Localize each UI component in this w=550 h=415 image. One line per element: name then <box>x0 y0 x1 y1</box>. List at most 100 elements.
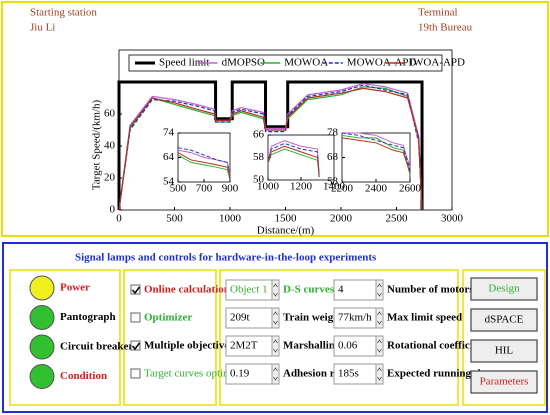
option-label[interactable]: Optimizer <box>144 312 192 324</box>
x-tick-label: 900 <box>222 183 239 195</box>
x-tick-label: 500 <box>170 183 187 195</box>
spinner[interactable] <box>375 307 384 329</box>
input-value[interactable]: 2M2T <box>230 340 258 352</box>
button[interactable] <box>470 308 538 332</box>
x-tick-label: 1000 <box>219 213 242 225</box>
control-panel <box>2 242 548 413</box>
series-line <box>117 80 424 210</box>
start-name: Jiu Li <box>30 22 55 34</box>
checkbox[interactable] <box>130 368 141 379</box>
field-label: Number of motors <box>387 284 474 296</box>
input-value[interactable]: 209t <box>230 312 250 324</box>
field-label: Train weight <box>283 312 343 324</box>
x-tick-label: 2400 <box>365 183 388 195</box>
spinner[interactable] <box>271 335 280 357</box>
input-value[interactable]: Object 1 <box>230 284 268 296</box>
y-tick-label: 50 <box>253 174 265 186</box>
chart-panel <box>1 1 549 237</box>
y-tick-label: 58 <box>253 151 265 163</box>
input-value[interactable]: 77km/h <box>338 312 372 324</box>
input-value[interactable]: 0.06 <box>338 340 358 352</box>
x-tick-label: 2600 <box>399 183 422 195</box>
spinner[interactable] <box>271 307 280 329</box>
start-label: Starting station <box>30 7 97 19</box>
button-label[interactable]: Design <box>488 283 520 295</box>
lamp-label: Condition <box>60 370 107 382</box>
y-tick-label: 54 <box>163 176 175 188</box>
legend-label: Speed limit <box>159 57 209 69</box>
y-tick-label: 68 <box>327 151 339 163</box>
x-tick-label: 1000 <box>257 181 280 193</box>
inset-plot <box>267 134 335 181</box>
series-line <box>267 142 320 178</box>
series-line <box>177 147 231 180</box>
x-tick-label: 3000 <box>441 213 464 225</box>
series-line <box>118 84 423 211</box>
x-tick-label: 1200 <box>290 181 313 193</box>
spinner[interactable] <box>375 279 384 301</box>
series-line <box>177 152 231 178</box>
x-tick-label: 1500 <box>275 213 298 225</box>
spinner-arrows <box>377 339 382 353</box>
y-tick-label: 20 <box>104 172 116 184</box>
input-value[interactable]: 4 <box>338 284 344 296</box>
series-line <box>118 87 423 211</box>
series-line <box>118 82 423 211</box>
button[interactable] <box>470 277 538 301</box>
x-tick-label: 2200 <box>331 183 354 195</box>
y-tick-label: 78 <box>327 127 339 139</box>
field-label: Marshalling <box>283 340 341 352</box>
y-tick-label: 60 <box>104 108 116 120</box>
x-tick-label: 700 <box>196 183 213 195</box>
input-value[interactable]: 185s <box>338 368 359 380</box>
y-tick-label: 0 <box>110 204 116 216</box>
input-value[interactable]: 0.19 <box>230 368 250 380</box>
spinner[interactable] <box>375 335 384 357</box>
y-tick-label: 58 <box>327 176 339 188</box>
button-box <box>462 269 546 406</box>
button-label[interactable]: HIL <box>495 345 514 357</box>
spinner-arrows <box>377 311 382 325</box>
legend-label: IWOA-APD <box>409 57 465 69</box>
checkbox[interactable] <box>130 284 141 295</box>
spinner[interactable] <box>271 279 280 301</box>
end-label: Terminal <box>418 7 458 19</box>
checkbox[interactable] <box>130 340 141 351</box>
status-lamp <box>29 275 55 301</box>
field-label: D-S curves <box>283 284 335 296</box>
x-tick-label: 500 <box>166 213 183 225</box>
button-label[interactable]: Parameters <box>480 376 529 388</box>
lamp-label: Power <box>60 282 90 294</box>
x-tick-label: 2500 <box>386 213 409 225</box>
y-tick-label: 66 <box>253 129 265 141</box>
series-line <box>341 132 411 170</box>
y-axis-label: Target Speed/(km/h) <box>91 99 103 190</box>
series-line <box>177 149 231 175</box>
spinner-arrows <box>377 283 382 297</box>
option-label[interactable]: Online calculation <box>144 284 230 296</box>
spinner-arrows <box>273 283 278 297</box>
checkbox[interactable] <box>130 312 141 323</box>
button[interactable] <box>470 339 538 363</box>
spinner-arrows <box>273 311 278 325</box>
button-label[interactable]: dSPACE <box>485 314 524 326</box>
x-tick-label: 2000 <box>330 213 353 225</box>
spinner[interactable] <box>271 363 280 385</box>
x-tick-label: 1400 <box>323 181 346 193</box>
field-box <box>219 269 459 406</box>
legend-label: MOWOA <box>284 57 328 69</box>
status-lamp <box>29 364 55 389</box>
legend-label: dMOPSO <box>222 57 265 69</box>
x-axis-label: Distance/(m) <box>257 225 315 237</box>
check-mark <box>131 342 141 351</box>
option-box <box>123 269 217 406</box>
series-line <box>267 145 320 175</box>
button[interactable] <box>470 370 538 394</box>
series-line <box>342 132 411 168</box>
spinner[interactable] <box>375 363 384 385</box>
legend-label: MOWOA-APD <box>347 57 417 69</box>
option-label[interactable]: Multiple objective <box>144 340 229 352</box>
y-tick-label: 64 <box>163 151 175 163</box>
panel-title: Signal lamps and controls for hardware-i… <box>75 252 377 264</box>
